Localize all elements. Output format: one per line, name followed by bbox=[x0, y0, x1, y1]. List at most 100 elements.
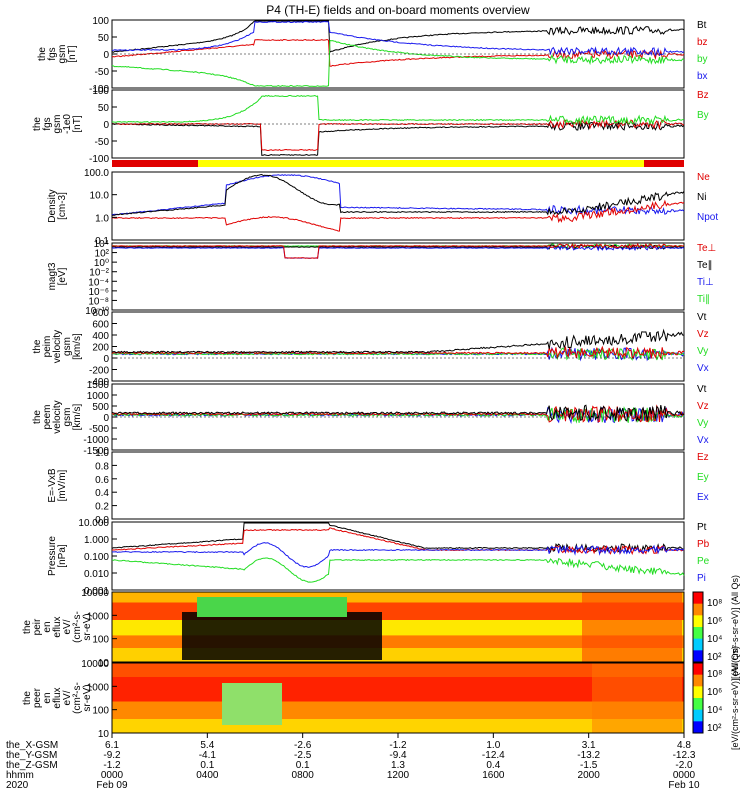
y-axis-label: gsm bbox=[62, 408, 73, 427]
y-axis-label: E=-VxB bbox=[47, 468, 58, 503]
x-tick-value: 0000 bbox=[673, 770, 696, 781]
y-axis-label: Pressure bbox=[47, 536, 58, 576]
colorbar-2: 10⁸ 10⁶ 10⁴ 10² [eV/(cm²-s-sr-eV)] (All Qs) bbox=[692, 646, 740, 750]
y-tick-label: 10.000 bbox=[78, 518, 109, 529]
panel-pressure: 10.000 1.000 0.100 0.010 0.001 Pressure [nPa] P… bbox=[47, 518, 710, 597]
y-tick-label: 0 bbox=[103, 120, 109, 131]
y-tick-label: 0.6 bbox=[95, 475, 109, 486]
legend-entry: Vt bbox=[697, 384, 707, 395]
y-tick-label: 0 bbox=[103, 354, 109, 365]
colorbar-label: [eV/(cm²-s-sr-eV)] (All Qs) bbox=[730, 575, 740, 679]
colorbar-label: [eV/(cm²-s-sr-eV)] (All Qs) bbox=[730, 646, 740, 750]
x-tick-value: -1.2 bbox=[103, 760, 121, 771]
y-tick-label: 0.100 bbox=[84, 552, 109, 563]
y-axis-label: eV/ bbox=[62, 619, 73, 634]
spectrogram-band bbox=[222, 683, 282, 725]
y-axis-label: the bbox=[32, 117, 43, 131]
x-tick-value: -1.2 bbox=[389, 740, 407, 751]
y-tick-label: 400 bbox=[92, 331, 109, 342]
y-tick-label: 0.4 bbox=[95, 488, 109, 499]
y-axis-label: sr-eV) bbox=[82, 684, 93, 711]
series-black bbox=[111, 328, 685, 354]
y-tick-label: 1500 bbox=[87, 380, 110, 391]
y-axis-label: eflux bbox=[52, 687, 63, 708]
series-green bbox=[111, 39, 685, 88]
colorbar-tick-label: 10⁸ bbox=[707, 598, 722, 609]
y-tick-label: -100 bbox=[89, 154, 109, 165]
legend-entry: by bbox=[697, 54, 708, 65]
y-axis-label: magt3 bbox=[47, 262, 58, 290]
x-row-label: 2020 bbox=[6, 780, 29, 791]
series-black bbox=[111, 404, 685, 423]
y-tick-label: 10000 bbox=[81, 659, 109, 670]
x-tick-value: 5.4 bbox=[200, 740, 214, 751]
panel-frame bbox=[111, 311, 685, 382]
legend-entry: Bt bbox=[697, 20, 707, 31]
y-axis-label: gsm bbox=[57, 45, 68, 64]
series-blue bbox=[111, 542, 685, 568]
x-tick-value: 3.1 bbox=[582, 740, 596, 751]
x-tick-value: 0000 bbox=[101, 770, 124, 781]
y-tick-label: -50 bbox=[95, 67, 110, 78]
y-tick-label: 10⁻⁶ bbox=[88, 287, 109, 298]
series-black bbox=[111, 173, 685, 216]
y-axis-label: the bbox=[37, 47, 48, 61]
spectrogram-band bbox=[592, 663, 682, 733]
legend-entry: Vx bbox=[697, 363, 709, 374]
y-tick-label: 10⁻⁴ bbox=[88, 277, 109, 288]
y-tick-label: -200 bbox=[89, 366, 109, 377]
y-axis-label: [nT] bbox=[72, 115, 83, 132]
x-tick-value: -9.2 bbox=[103, 750, 121, 761]
series-red bbox=[111, 527, 685, 556]
colorbar-1: 10⁸ 10⁶ 10⁴ 10² [eV/(cm²-s-sr-eV)] (All Qs) bbox=[692, 575, 740, 679]
y-tick-label: 0.010 bbox=[84, 569, 109, 580]
panel-frame bbox=[111, 521, 685, 591]
legend-entry: bz bbox=[697, 37, 708, 48]
y-axis-label: peem bbox=[42, 404, 53, 429]
legend-entry: Ti∥ bbox=[697, 294, 710, 305]
panel-peer_eflux: 10000 1000 100 10 the peer en eflux eV/(cm²-s-sr… bbox=[22, 659, 685, 740]
series-red bbox=[111, 199, 685, 232]
y-tick-label: 10 bbox=[98, 729, 110, 740]
y-tick-label: 100 bbox=[92, 16, 109, 27]
legend-entry: Ex bbox=[697, 492, 709, 503]
x-row-label: the_X-GSM bbox=[6, 740, 58, 751]
colorbar-segment bbox=[693, 663, 703, 676]
series-red bbox=[111, 242, 685, 259]
y-axis-label: fgs bbox=[42, 117, 53, 130]
x-date-label: Feb 09 bbox=[96, 780, 128, 791]
y-axis-label: [cm-3] bbox=[57, 192, 68, 220]
legend-entry: Pe bbox=[697, 556, 710, 567]
mode-bar bbox=[112, 160, 684, 167]
low-count-region bbox=[182, 612, 382, 660]
y-axis-label: [km/s] bbox=[72, 333, 83, 360]
y-tick-label: 50 bbox=[98, 33, 110, 44]
y-tick-label: 600 bbox=[92, 320, 109, 331]
y-axis-label: fgs bbox=[47, 47, 58, 60]
y-axis-label: the bbox=[32, 410, 43, 424]
y-axis-label: (cm²-s- bbox=[72, 682, 83, 714]
x-row-label: the_Y-GSM bbox=[6, 750, 57, 761]
legend-entry: Npot bbox=[697, 212, 718, 223]
y-tick-label: 10² bbox=[95, 249, 110, 260]
x-tick-value: 0800 bbox=[292, 770, 315, 781]
spectrogram-band bbox=[197, 597, 347, 617]
plot-title: P4 (TH-E) fields and on-board moments ov… bbox=[266, 3, 530, 17]
legend-entry: Pb bbox=[697, 539, 710, 550]
y-tick-label: 10⁰ bbox=[94, 258, 109, 269]
series-red bbox=[111, 345, 685, 360]
y-tick-label: 10⁴ bbox=[94, 239, 109, 250]
y-tick-label: 10.0 bbox=[90, 191, 110, 202]
x-tick-value: 6.1 bbox=[105, 740, 119, 751]
legend-entry: Vx bbox=[697, 435, 709, 446]
y-tick-label: -500 bbox=[89, 424, 109, 435]
x-tick-value: -12.4 bbox=[482, 750, 505, 761]
panel-frame bbox=[111, 451, 685, 520]
panel-frame bbox=[111, 242, 685, 311]
series-blue bbox=[111, 245, 685, 259]
y-tick-label: -50 bbox=[95, 137, 110, 148]
